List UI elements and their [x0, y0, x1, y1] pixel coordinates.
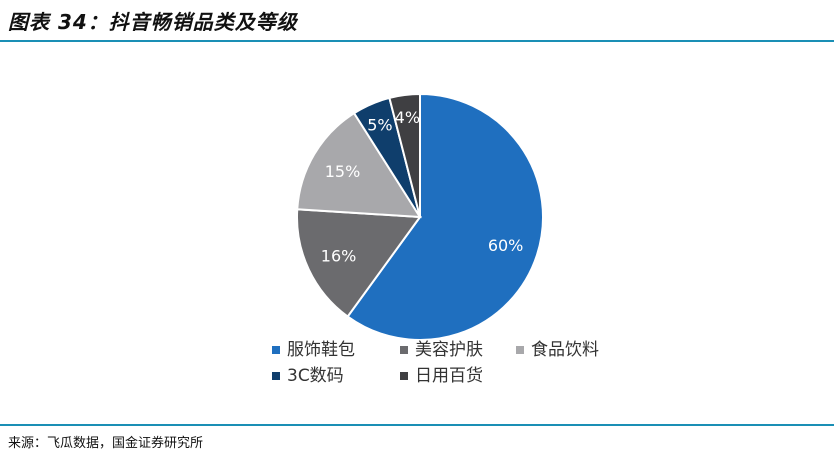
pie-slice-3	[296, 111, 422, 219]
legend-label-3: 食品饮料	[531, 340, 599, 360]
pie-slice-label-2: 16%	[321, 246, 357, 265]
pie-slice-1	[346, 92, 544, 341]
source-note: 来源：飞瓜数据，国金证券研究所	[8, 436, 204, 451]
legend: 服饰鞋包 美容护肤 食品饮料 3C数码 日用百货	[272, 340, 599, 386]
legend-swatch-5	[400, 372, 408, 380]
legend-label-5: 日用百货	[415, 366, 483, 386]
pie-slices	[296, 92, 544, 341]
page-title: 图表 34：抖音畅销品类及等级	[8, 10, 298, 34]
pie-slice-label-1: 60%	[488, 236, 524, 255]
pie-slice-5	[388, 92, 421, 218]
legend-swatch-3	[516, 346, 524, 354]
bottom-divider	[0, 424, 834, 426]
legend-label-1: 服饰鞋包	[287, 340, 355, 360]
pie-slice-label-5: 4%	[395, 108, 420, 127]
pie-slice-labels: 60% 16% 15% 5% 4%	[321, 108, 524, 265]
pie-slice-label-3: 15%	[325, 162, 361, 181]
pie-slice-label-4: 5%	[367, 115, 392, 134]
legend-swatch-1	[272, 346, 280, 354]
pie-slice-2	[296, 208, 422, 318]
legend-swatch-4	[272, 372, 280, 380]
top-divider	[0, 40, 834, 42]
legend-label-2: 美容护肤	[415, 340, 483, 360]
pie-chart: 60% 16% 15% 5% 4% 服饰鞋包 美容护肤 食品饮料 3C数码 日用百货	[272, 92, 599, 386]
legend-swatch-2	[400, 346, 408, 354]
legend-label-4: 3C数码	[287, 366, 344, 386]
